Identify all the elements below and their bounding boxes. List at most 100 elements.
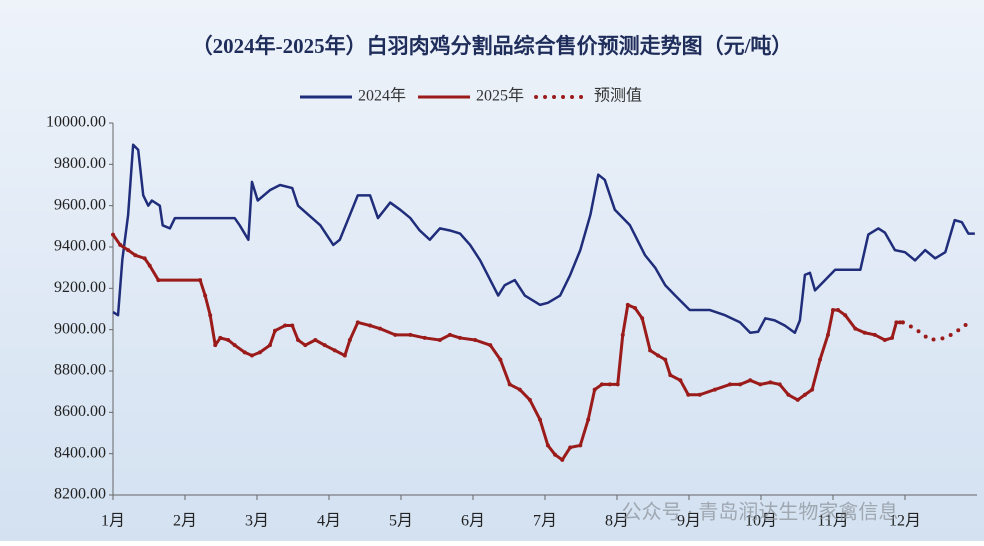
data-point bbox=[810, 387, 815, 392]
data-point bbox=[267, 343, 272, 348]
data-point bbox=[118, 242, 123, 247]
forecast-line bbox=[900, 318, 974, 343]
data-point bbox=[283, 323, 288, 328]
x-tick-label: 4月 bbox=[317, 513, 341, 530]
data-point bbox=[198, 278, 203, 283]
data-point bbox=[126, 248, 131, 253]
data-point bbox=[758, 382, 763, 387]
data-point bbox=[208, 313, 213, 318]
data-point bbox=[648, 348, 653, 353]
data-point bbox=[273, 328, 277, 333]
data-point bbox=[599, 382, 604, 387]
data-point bbox=[768, 380, 773, 385]
data-point bbox=[640, 316, 645, 321]
data-point bbox=[777, 382, 782, 387]
data-point bbox=[818, 357, 823, 362]
y-tick-label: 8400.00 bbox=[54, 444, 106, 461]
watermark: 公众号 · 青岛润达生物家禽信息 bbox=[622, 501, 899, 524]
data-point bbox=[553, 452, 558, 457]
data-point bbox=[447, 332, 452, 337]
data-point bbox=[507, 382, 512, 387]
data-point bbox=[322, 343, 327, 348]
data-point bbox=[458, 335, 463, 340]
data-point bbox=[615, 382, 620, 387]
legend-label: 2025年 bbox=[476, 87, 524, 105]
data-point bbox=[897, 320, 902, 325]
y-tick-label: 9800.00 bbox=[54, 155, 106, 172]
x-tick-label: 7月 bbox=[533, 513, 557, 530]
y-tick-label: 9000.00 bbox=[54, 320, 106, 337]
data-point bbox=[156, 278, 161, 283]
data-point bbox=[290, 323, 295, 328]
data-point bbox=[111, 232, 115, 237]
data-point bbox=[437, 338, 442, 342]
x-tick-label: 12月 bbox=[889, 513, 921, 530]
data-point bbox=[656, 353, 661, 358]
data-point bbox=[872, 332, 877, 337]
chart-title: （2024年-2025年）白羽肉鸡分割品综合售价预测走势图（元/吨） bbox=[192, 34, 793, 58]
data-point bbox=[378, 326, 383, 331]
data-point bbox=[142, 256, 147, 261]
data-point bbox=[607, 382, 612, 387]
data-point bbox=[678, 378, 683, 383]
y-tick-label: 9200.00 bbox=[54, 279, 106, 296]
data-point bbox=[473, 338, 478, 342]
data-point bbox=[592, 387, 597, 392]
data-point bbox=[586, 417, 591, 422]
data-point bbox=[355, 320, 360, 325]
data-point bbox=[894, 320, 899, 325]
data-point bbox=[537, 417, 542, 422]
data-point bbox=[545, 443, 550, 448]
data-point bbox=[882, 338, 887, 342]
data-point bbox=[517, 387, 522, 392]
y-tick-label: 9600.00 bbox=[54, 196, 106, 213]
x-tick-label: 2月 bbox=[173, 513, 197, 530]
y-tick-label: 8200.00 bbox=[54, 486, 106, 503]
data-point bbox=[568, 445, 573, 450]
data-point bbox=[620, 332, 625, 337]
data-point bbox=[249, 353, 254, 358]
data-point bbox=[393, 332, 398, 337]
data-point bbox=[242, 350, 247, 355]
data-point bbox=[738, 382, 743, 387]
x-tick-label: 6月 bbox=[461, 513, 485, 530]
data-point bbox=[853, 326, 858, 331]
data-point bbox=[836, 308, 841, 313]
data-point bbox=[625, 302, 630, 307]
data-point bbox=[697, 392, 702, 397]
data-point bbox=[368, 323, 373, 328]
data-point bbox=[347, 338, 352, 342]
series-line bbox=[112, 143, 975, 335]
data-point bbox=[831, 308, 835, 313]
legend-label: 2024年 bbox=[358, 87, 406, 105]
data-point bbox=[633, 305, 637, 310]
data-point bbox=[786, 392, 791, 397]
data-point bbox=[226, 338, 231, 342]
x-tick-label: 5月 bbox=[389, 513, 413, 530]
data-point bbox=[663, 357, 668, 362]
data-point bbox=[342, 353, 347, 358]
legend-label: 预测值 bbox=[594, 87, 642, 105]
data-point bbox=[408, 332, 413, 337]
data-point bbox=[527, 397, 532, 402]
x-tick-label: 1月 bbox=[101, 513, 125, 530]
data-point bbox=[890, 335, 895, 340]
data-point bbox=[668, 373, 673, 378]
y-tick-label: 10000.00 bbox=[46, 114, 106, 131]
data-point bbox=[147, 263, 152, 268]
data-point bbox=[203, 293, 208, 298]
data-point bbox=[232, 343, 237, 348]
x-tick-label: 11月 bbox=[817, 513, 848, 530]
data-point bbox=[560, 457, 565, 462]
data-point bbox=[296, 338, 301, 342]
data-point bbox=[213, 343, 218, 348]
data-point bbox=[498, 357, 503, 362]
data-point bbox=[862, 330, 867, 335]
data-point bbox=[218, 335, 223, 340]
data-point bbox=[802, 392, 807, 397]
data-point bbox=[728, 382, 733, 387]
data-point bbox=[313, 338, 318, 342]
